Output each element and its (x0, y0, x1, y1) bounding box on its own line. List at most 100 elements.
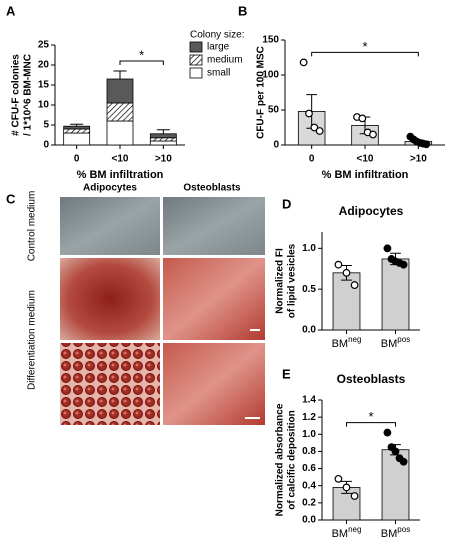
y-tick-label: 20 (38, 60, 50, 71)
y-tick-label: 0.6 (302, 463, 316, 474)
data-point (310, 123, 319, 132)
significance-bracket (311, 51, 419, 57)
panel-letter: E (282, 366, 291, 381)
panel-letter: D (282, 196, 291, 211)
micrograph (60, 258, 160, 340)
x-tick-label: <10 (112, 154, 129, 165)
bar-segment (106, 120, 134, 146)
x-tick-label: 0 (309, 154, 315, 165)
data-point (299, 58, 308, 67)
panel-c: C Adipocytes Osteoblasts Control medium … (6, 183, 265, 425)
bar-segment (149, 137, 177, 142)
chart-title: Adipocytes (339, 204, 404, 218)
y-tick-label: 0.8 (302, 446, 316, 457)
row-label: Control medium (27, 191, 38, 262)
y-axis-label: CFU-F per 100 MSC (256, 46, 267, 139)
bar-segment (63, 132, 91, 146)
y-axis-label: Normalized absorbance (275, 403, 286, 516)
data-point (334, 260, 343, 269)
legend-label: large (207, 42, 230, 53)
data-point (305, 109, 313, 118)
category-sup: neg (348, 525, 361, 534)
data-point (358, 114, 367, 123)
error-bar (156, 129, 170, 134)
legend-swatch (189, 67, 203, 79)
micrograph (163, 197, 265, 255)
x-tick-label: >10 (410, 154, 427, 165)
bar-segment (106, 78, 134, 104)
y-tick-label: 1.4 (302, 395, 316, 406)
y-tick-label: 0.5 (302, 284, 316, 295)
error-bar (113, 70, 127, 79)
significance-label: * (139, 47, 144, 62)
y-axis-label: Normalized FI (275, 248, 286, 314)
data-point (334, 474, 343, 483)
y-tick-label: 25 (38, 40, 50, 51)
column-label: Osteoblasts (183, 183, 241, 194)
data-point (342, 268, 351, 277)
x-tick-label: BMneg (332, 525, 362, 540)
bar-segment (149, 133, 177, 139)
error-bar (70, 123, 84, 127)
chart-title: Osteoblasts (337, 372, 406, 386)
x-tick-label: BMpos (381, 525, 410, 540)
data-point (422, 140, 431, 149)
micrograph (60, 197, 160, 255)
y-tick-label: 0 (273, 140, 279, 151)
category-base: BM (381, 338, 398, 350)
legend-swatch (189, 41, 203, 53)
significance-bracket (346, 422, 396, 427)
category-base: BM (381, 528, 398, 540)
y-tick-label: 0.0 (302, 515, 316, 526)
data-point (342, 483, 351, 492)
x-tick-label: 0 (74, 154, 80, 165)
category-base: BM (332, 338, 349, 350)
y-tick-label: 1.0 (302, 243, 316, 254)
y-axis-label: # CFU-F colonies (11, 54, 22, 136)
y-axis-label: of lipid vesicles (287, 243, 298, 318)
bar-segment (106, 102, 134, 122)
legend-swatch (189, 54, 203, 66)
x-tick-label: >10 (155, 154, 172, 165)
data-point (399, 457, 408, 466)
y-tick-label: 15 (38, 80, 50, 91)
bar (381, 258, 410, 331)
column-label: Adipocytes (83, 183, 137, 194)
micrograph (60, 343, 160, 425)
category-sup: pos (397, 335, 410, 344)
y-tick-label: 0.2 (302, 497, 316, 508)
x-tick-label: <10 (357, 154, 374, 165)
significance-label: * (362, 39, 367, 54)
row-label: Differentiation medium (27, 290, 38, 390)
data-point (369, 130, 377, 139)
panel-letter: C (6, 191, 16, 206)
y-tick-label: 5 (43, 120, 49, 131)
y-tick-label: 1.2 (302, 412, 316, 423)
y-tick-label: 0.4 (302, 480, 316, 491)
micrograph (163, 258, 265, 340)
x-axis-label: % BM infiltration (322, 169, 409, 181)
bar-segment (63, 128, 91, 134)
y-tick-label: 100 (262, 70, 279, 81)
y-tick-label: 10 (38, 100, 50, 111)
panel-letter: A (6, 3, 16, 18)
panel-letter: B (238, 3, 247, 18)
legend-label: small (207, 68, 230, 79)
y-axis-label: of calcific deposition (287, 410, 298, 509)
legend-title: Colony size: (190, 30, 244, 41)
bar (332, 272, 361, 331)
x-tick-label: BMpos (381, 335, 410, 350)
data-point (383, 428, 392, 437)
category-base: BM (332, 528, 349, 540)
micrograph (163, 343, 265, 425)
bar-segment (149, 140, 177, 146)
y-tick-label: 0.0 (302, 325, 316, 336)
data-point (315, 127, 324, 135)
x-tick-label: BMneg (332, 335, 362, 350)
y-tick-label: 0 (43, 140, 49, 151)
y-tick-label: 1.0 (302, 429, 316, 440)
data-point (350, 492, 359, 500)
category-sup: neg (348, 335, 361, 344)
significance-bracket (119, 60, 164, 65)
